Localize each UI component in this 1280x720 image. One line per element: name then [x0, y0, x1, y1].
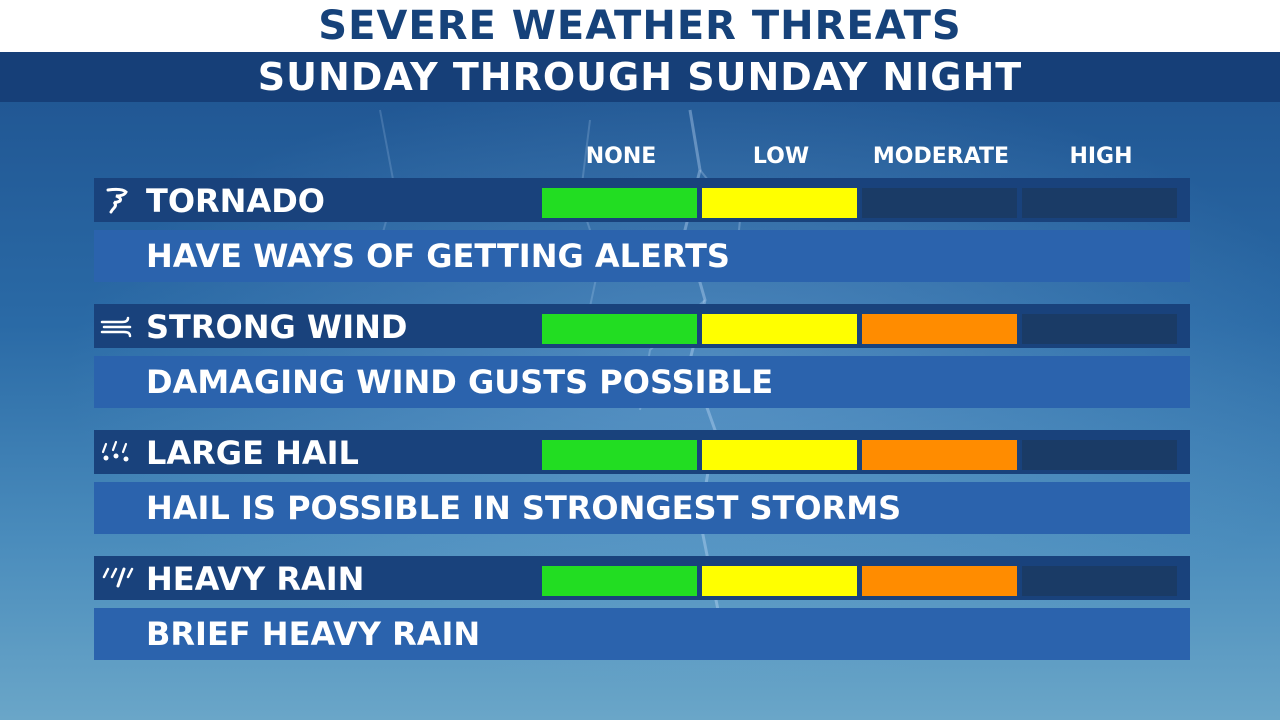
level-segment-low	[702, 440, 857, 470]
level-segment-high	[1022, 188, 1177, 218]
threat-description: BRIEF HEAVY RAIN	[146, 615, 481, 653]
threat-row-rain: HEAVY RAIN	[94, 556, 1190, 600]
level-segment-none	[542, 188, 697, 218]
threat-description: DAMAGING WIND GUSTS POSSIBLE	[146, 363, 774, 401]
threat-desc-tornado: HAVE WAYS OF GETTING ALERTS	[94, 230, 1190, 282]
level-segment-moderate	[862, 440, 1017, 470]
level-header-low: LOW	[752, 144, 810, 169]
level-header-moderate: MODERATE	[872, 144, 1010, 169]
level-segment-low	[702, 566, 857, 596]
threat-name: LARGE HAIL	[146, 434, 359, 472]
threat-description: HAVE WAYS OF GETTING ALERTS	[146, 237, 730, 275]
level-segment-low	[702, 314, 857, 344]
level-segment-moderate	[862, 188, 1017, 218]
subtitle-band: SUNDAY THROUGH SUNDAY NIGHT	[0, 52, 1280, 102]
level-segment-moderate	[862, 314, 1017, 344]
threat-desc-rain: BRIEF HEAVY RAIN	[94, 608, 1190, 660]
level-segment-low	[702, 188, 857, 218]
level-header-high: HIGH	[1069, 144, 1133, 169]
wind-icon	[100, 316, 132, 338]
page-title: SEVERE WEATHER THREATS	[318, 3, 962, 49]
rain-icon	[102, 567, 134, 588]
level-segment-high	[1022, 314, 1177, 344]
threat-row-hail: LARGE HAIL	[94, 430, 1190, 474]
threat-description: HAIL IS POSSIBLE IN STRONGEST STORMS	[146, 489, 902, 527]
threat-row-tornado: TORNADO	[94, 178, 1190, 222]
level-header-none: NONE	[585, 144, 657, 169]
threat-desc-wind: DAMAGING WIND GUSTS POSSIBLE	[94, 356, 1190, 408]
title-band: SEVERE WEATHER THREATS	[0, 0, 1280, 52]
threat-name: TORNADO	[146, 182, 325, 220]
threat-row-wind: STRONG WIND	[94, 304, 1190, 348]
level-segment-moderate	[862, 566, 1017, 596]
threat-name: HEAVY RAIN	[146, 560, 365, 598]
tornado-icon	[106, 187, 128, 214]
level-segment-none	[542, 566, 697, 596]
level-segment-none	[542, 440, 697, 470]
level-segment-high	[1022, 440, 1177, 470]
hail-icon	[101, 440, 129, 462]
threat-desc-hail: HAIL IS POSSIBLE IN STRONGEST STORMS	[94, 482, 1190, 534]
level-segment-high	[1022, 566, 1177, 596]
page-subtitle: SUNDAY THROUGH SUNDAY NIGHT	[257, 55, 1023, 99]
threat-name: STRONG WIND	[146, 308, 408, 346]
level-segment-none	[542, 314, 697, 344]
